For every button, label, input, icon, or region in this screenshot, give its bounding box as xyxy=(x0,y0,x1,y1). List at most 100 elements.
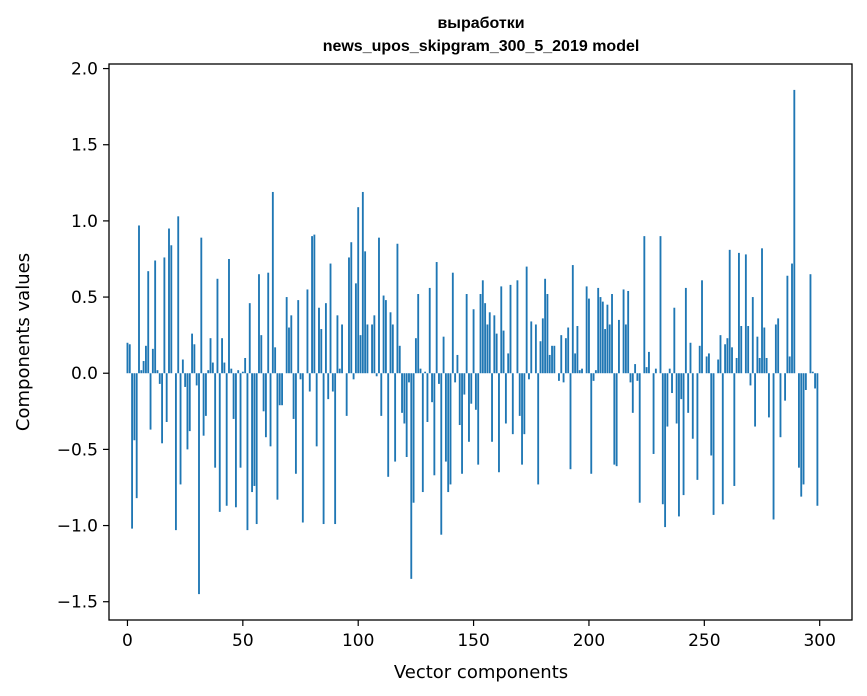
bar-133 xyxy=(433,373,436,476)
bar-47 xyxy=(234,373,237,508)
bar-200 xyxy=(588,298,590,374)
bar-241 xyxy=(682,373,685,496)
bar-174 xyxy=(528,373,530,380)
bar-109 xyxy=(378,237,380,374)
bar-275 xyxy=(761,248,763,374)
bar-225 xyxy=(645,367,648,374)
bar-116 xyxy=(394,373,397,462)
bar-207 xyxy=(604,329,607,374)
bar-170 xyxy=(518,373,521,416)
bar-135 xyxy=(438,373,440,384)
bar-272 xyxy=(754,373,757,427)
bar-119 xyxy=(401,373,403,413)
bar-273 xyxy=(756,336,759,374)
bar-138 xyxy=(444,373,447,462)
bar-123 xyxy=(410,373,413,579)
bar-13 xyxy=(156,370,159,374)
x-axis-ticks: 0 50 100 150 200 250 300 xyxy=(122,620,836,651)
bar-219 xyxy=(631,373,634,413)
bar-131 xyxy=(428,287,431,374)
bar-239 xyxy=(678,373,680,517)
y-tick-label: −1.5 xyxy=(57,593,98,613)
bar-96 xyxy=(348,257,350,374)
bar-72 xyxy=(292,373,295,419)
bar-38 xyxy=(214,373,217,468)
bar-217 xyxy=(627,290,630,374)
bar-121 xyxy=(405,373,408,458)
bar-61 xyxy=(267,272,270,374)
bar-70 xyxy=(288,327,290,374)
bar-281 xyxy=(774,324,777,374)
bar-122 xyxy=(408,373,410,383)
bar-78 xyxy=(306,289,309,374)
bar-107 xyxy=(373,315,376,374)
bar-175 xyxy=(530,321,533,374)
bar-76 xyxy=(301,373,304,523)
bar-224 xyxy=(643,236,646,374)
bar-90 xyxy=(334,373,337,525)
bar-220 xyxy=(634,364,637,374)
bar-192 xyxy=(569,373,572,470)
bar-82 xyxy=(315,373,318,447)
bar-194 xyxy=(574,353,577,374)
bar-62 xyxy=(269,373,272,447)
bar-181 xyxy=(544,278,547,374)
bar-171 xyxy=(521,373,523,465)
bar-165 xyxy=(507,353,510,374)
bar-74 xyxy=(297,300,300,374)
bar-85 xyxy=(322,373,325,525)
bar-262 xyxy=(731,347,733,374)
bar-87 xyxy=(327,373,330,400)
bar-114 xyxy=(389,312,392,374)
bar-127 xyxy=(419,368,422,374)
bar-216 xyxy=(624,324,627,374)
bar-51 xyxy=(244,357,247,374)
bar-157 xyxy=(488,312,491,374)
bar-167 xyxy=(511,373,514,435)
bar-182 xyxy=(546,294,549,374)
bar-228 xyxy=(652,373,655,454)
bar-43 xyxy=(225,373,228,506)
bar-16 xyxy=(163,257,166,374)
bar-276 xyxy=(763,327,766,374)
bar-231 xyxy=(659,236,662,374)
bar-10 xyxy=(149,373,152,430)
bar-28 xyxy=(191,333,193,374)
bar-34 xyxy=(204,373,207,416)
bar-160 xyxy=(495,333,498,374)
bar-235 xyxy=(668,368,671,374)
bar-1 xyxy=(128,344,131,374)
bar-49 xyxy=(239,373,242,468)
bar-169 xyxy=(516,280,519,374)
bar-206 xyxy=(601,301,604,374)
bar-292 xyxy=(800,373,803,497)
bar-269 xyxy=(747,326,750,374)
bar-179 xyxy=(539,341,542,374)
bar-282 xyxy=(777,318,780,374)
bar-124 xyxy=(412,373,415,503)
bar-258 xyxy=(721,373,724,505)
bar-100 xyxy=(357,207,360,374)
bar-19 xyxy=(170,245,173,374)
bar-294 xyxy=(804,373,807,390)
x-tick-label: 50 xyxy=(232,631,254,651)
bar-277 xyxy=(765,357,768,374)
bar-126 xyxy=(417,294,420,374)
bar-80 xyxy=(311,236,313,374)
bar-204 xyxy=(597,287,600,374)
bar-65 xyxy=(276,373,279,500)
bar-88 xyxy=(329,263,332,374)
bar-71 xyxy=(290,315,293,374)
bar-164 xyxy=(504,373,507,424)
bar-202 xyxy=(592,373,595,381)
bar-195 xyxy=(576,326,579,374)
bar-15 xyxy=(161,373,163,444)
bar-196 xyxy=(578,370,581,374)
bar-197 xyxy=(581,368,583,374)
bar-213 xyxy=(618,319,620,374)
bar-215 xyxy=(622,289,625,374)
bar-48 xyxy=(237,370,240,374)
bar-106 xyxy=(371,324,373,374)
bar-156 xyxy=(486,324,489,374)
bar-260 xyxy=(726,338,729,374)
